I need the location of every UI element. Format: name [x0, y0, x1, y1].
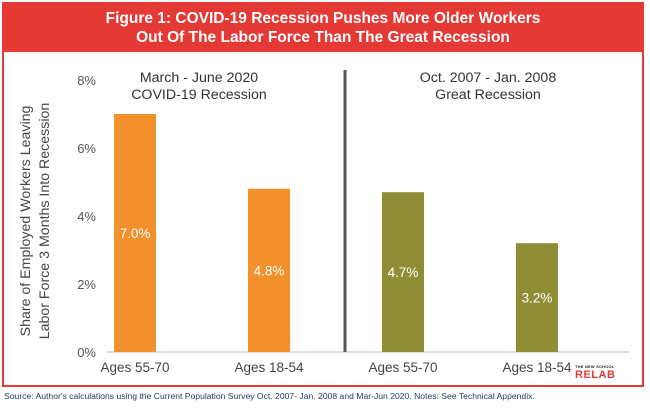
y-tick-label: 8%	[77, 73, 96, 88]
figure-frame: Figure 1: COVID-19 Recession Pushes More…	[2, 2, 644, 387]
title-line-2: Out Of The Labor Force Than The Great Re…	[136, 29, 510, 46]
x-category-label: Ages 55-70	[368, 360, 437, 375]
x-category-label: Ages 18-54	[234, 360, 304, 375]
relab-logo: THE NEW SCHOOL RELAB	[575, 364, 633, 384]
y-tick-label: 6%	[77, 141, 96, 156]
bar-value-label: 3.2%	[522, 291, 553, 306]
logo-big-text: RELAB	[575, 369, 616, 381]
bar	[248, 188, 290, 352]
title-line-1: Figure 1: COVID-19 Recession Pushes More…	[105, 10, 541, 27]
x-category-label: Ages 18-54	[502, 360, 572, 375]
logo-small-text: THE NEW SCHOOL	[575, 364, 615, 369]
y-axis-label: Share of Employed Workers Leaving	[18, 106, 34, 337]
group-header-line-1: March - June 2020	[140, 70, 258, 86]
bar	[382, 192, 424, 352]
y-tick-label: 0%	[77, 345, 96, 360]
group-header-line-2: Great Recession	[435, 87, 541, 103]
y-tick-label: 4%	[77, 209, 96, 224]
group-header-line-2: COVID-19 Recession	[131, 87, 267, 103]
group-header-line-1: Oct. 2007 - Jan. 2008	[420, 70, 557, 86]
y-axis-label: Labor Force 3 Months Into Recession	[37, 103, 53, 340]
source-note: Source: Author's calculations using the …	[4, 391, 535, 401]
bar-value-label: 7.0%	[120, 226, 151, 241]
title-bar: Figure 1: COVID-19 Recession Pushes More…	[4, 4, 642, 52]
bar-chart: 0% 2% 4% 6% 8% Share of Employed Workers Leav…	[18, 70, 629, 375]
x-category-label: Ages 55-70	[100, 360, 169, 375]
bar	[114, 114, 156, 352]
bar-value-label: 4.7%	[388, 265, 419, 280]
bar	[516, 243, 558, 352]
y-tick-label: 2%	[77, 277, 96, 292]
bar-value-label: 4.8%	[254, 263, 285, 278]
